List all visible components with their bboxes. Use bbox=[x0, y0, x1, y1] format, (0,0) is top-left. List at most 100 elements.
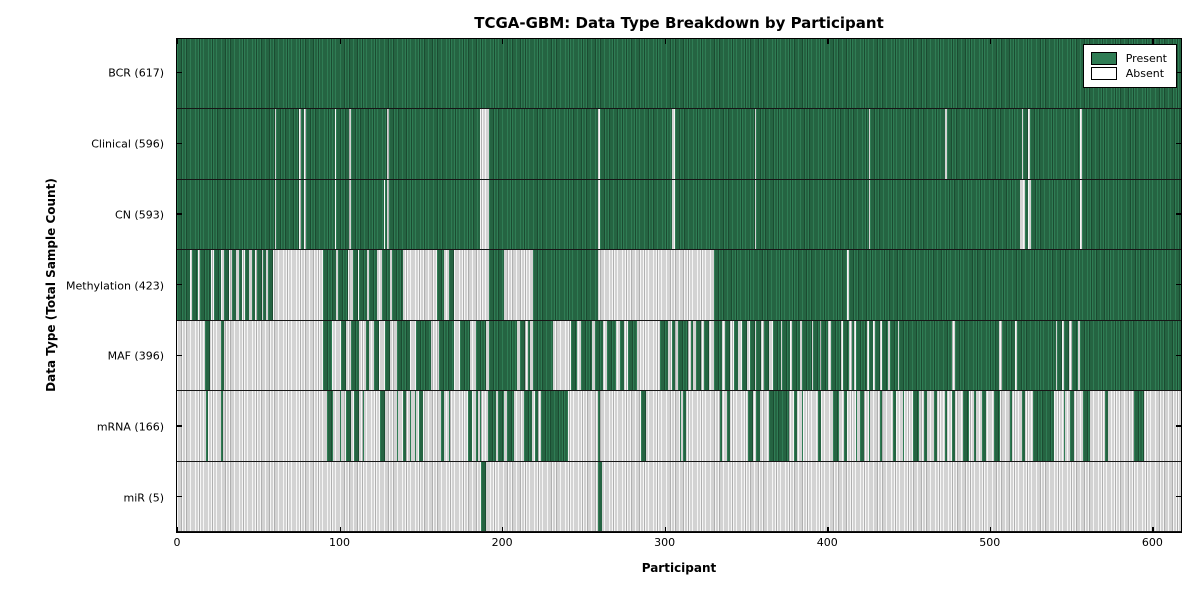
present-segment bbox=[448, 391, 451, 461]
present-segment bbox=[305, 179, 335, 250]
present-segment bbox=[713, 250, 848, 320]
x-tick-label-100: 100 bbox=[329, 536, 351, 549]
present-segment bbox=[396, 320, 410, 391]
y-tick bbox=[177, 213, 182, 215]
present-segment bbox=[352, 250, 358, 320]
present-segment bbox=[388, 179, 480, 250]
present-segment bbox=[764, 320, 770, 391]
present-segment bbox=[600, 179, 672, 250]
heatmap-row-mRNA bbox=[177, 391, 1181, 462]
present-segment bbox=[598, 461, 602, 531]
present-segment bbox=[993, 391, 1001, 461]
y-tick-label-Methylation: Methylation (423) bbox=[66, 279, 164, 292]
present-segment bbox=[220, 320, 225, 391]
y-tick bbox=[177, 425, 182, 427]
present-segment bbox=[481, 461, 487, 531]
present-segment bbox=[1031, 179, 1081, 250]
present-segment bbox=[674, 179, 755, 250]
present-segment bbox=[852, 320, 854, 391]
present-segment bbox=[460, 320, 470, 391]
y-tick bbox=[1176, 213, 1181, 215]
plot-area: Present Absent bbox=[176, 38, 1182, 533]
present-segment bbox=[268, 250, 273, 320]
present-segment bbox=[232, 250, 236, 320]
present-segment bbox=[870, 179, 1020, 250]
y-tick bbox=[1176, 425, 1181, 427]
present-segment bbox=[832, 391, 840, 461]
present-segment bbox=[831, 320, 841, 391]
y-tick bbox=[177, 354, 182, 356]
present-segment bbox=[595, 320, 604, 391]
present-segment bbox=[338, 250, 348, 320]
legend-entry-absent: Absent bbox=[1090, 67, 1167, 80]
present-segment bbox=[523, 391, 532, 461]
present-segment bbox=[671, 320, 675, 391]
present-segment bbox=[385, 320, 391, 391]
heatmap-row-BCR bbox=[177, 39, 1181, 110]
present-segment bbox=[245, 250, 249, 320]
present-segment bbox=[1070, 391, 1074, 461]
x-tick-label-600: 600 bbox=[1141, 536, 1163, 549]
y-tick bbox=[177, 142, 182, 144]
present-segment bbox=[385, 179, 387, 250]
present-segment bbox=[756, 320, 762, 391]
present-segment bbox=[570, 320, 578, 391]
present-segment bbox=[855, 391, 858, 461]
present-segment bbox=[403, 391, 407, 461]
x-tick bbox=[1152, 39, 1154, 44]
heatmap-row-Methylation bbox=[177, 250, 1181, 321]
present-segment bbox=[945, 391, 947, 461]
present-segment bbox=[892, 391, 897, 461]
present-segment bbox=[801, 391, 804, 461]
present-segment bbox=[899, 320, 952, 391]
present-segment bbox=[204, 320, 210, 391]
present-segment bbox=[362, 391, 365, 461]
present-segment bbox=[1016, 320, 1056, 391]
present-segment bbox=[497, 391, 505, 461]
present-segment bbox=[741, 320, 747, 391]
present-segment bbox=[534, 391, 539, 461]
present-segment bbox=[409, 391, 412, 461]
x-tick bbox=[827, 527, 829, 532]
present-segment bbox=[881, 320, 889, 391]
present-segment bbox=[339, 391, 342, 461]
x-tick bbox=[989, 527, 992, 532]
present-segment bbox=[214, 250, 221, 320]
present-segment bbox=[598, 391, 601, 461]
present-segment bbox=[380, 391, 386, 461]
y-tick-label-BCR: BCR (617) bbox=[108, 66, 164, 80]
present-segment bbox=[580, 320, 592, 391]
present-segment bbox=[528, 320, 531, 391]
present-segment bbox=[177, 250, 191, 320]
present-segment bbox=[1032, 391, 1055, 461]
present-segment bbox=[177, 179, 275, 250]
y-tick bbox=[1176, 284, 1181, 286]
legend-swatch-absent-icon bbox=[1090, 67, 1117, 80]
present-segment bbox=[923, 391, 928, 461]
present-segment bbox=[351, 109, 387, 179]
present-segment bbox=[1021, 391, 1025, 461]
present-segment bbox=[769, 391, 789, 461]
present-segment bbox=[263, 250, 267, 320]
y-tick-label-CN: CN (593) bbox=[115, 208, 164, 222]
present-segment bbox=[627, 320, 638, 391]
y-tick bbox=[1176, 354, 1181, 356]
present-segment bbox=[704, 320, 710, 391]
present-segment bbox=[1083, 391, 1090, 461]
heatmap-row-MAF bbox=[177, 320, 1181, 392]
present-segment bbox=[416, 320, 431, 391]
present-segment bbox=[1081, 109, 1181, 179]
present-segment bbox=[842, 320, 850, 391]
present-segment bbox=[487, 391, 496, 461]
y-tick bbox=[177, 71, 182, 74]
present-segment bbox=[351, 320, 360, 391]
present-segment bbox=[438, 320, 454, 391]
present-segment bbox=[177, 109, 275, 179]
legend-swatch-present-icon bbox=[1090, 52, 1117, 65]
y-tick bbox=[1176, 142, 1181, 144]
present-segment bbox=[251, 250, 256, 320]
present-segment bbox=[725, 320, 731, 391]
x-tick bbox=[177, 39, 179, 44]
present-segment bbox=[468, 391, 472, 461]
present-segment bbox=[821, 320, 828, 391]
